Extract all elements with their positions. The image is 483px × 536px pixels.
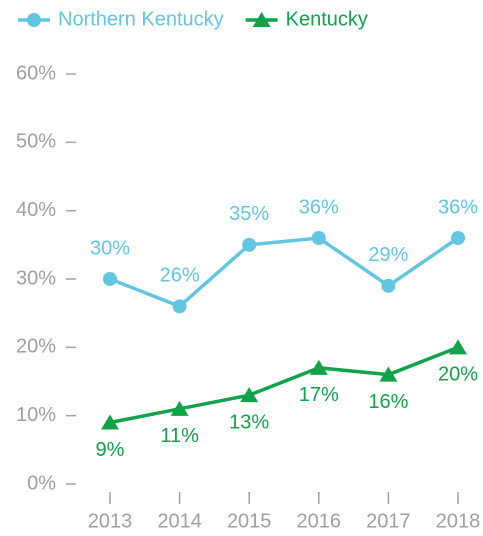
data-label: 9% xyxy=(96,439,125,461)
legend-marker xyxy=(27,13,41,27)
data-label: 30% xyxy=(90,237,130,259)
x-tick-label: 2017 xyxy=(366,510,411,532)
data-label: 16% xyxy=(368,391,408,413)
data-label: 35% xyxy=(229,203,269,225)
y-tick-label: 30% xyxy=(16,267,56,289)
y-tick-label: 60% xyxy=(16,62,56,84)
data-label: 26% xyxy=(160,265,200,287)
data-point xyxy=(379,366,398,382)
data-point xyxy=(242,237,257,252)
data-point xyxy=(451,231,465,245)
data-point xyxy=(172,299,187,314)
data-point xyxy=(309,359,328,375)
data-label: 36% xyxy=(299,196,339,218)
data-point xyxy=(170,400,189,416)
x-tick-label: 2016 xyxy=(297,510,342,532)
y-tick-label: 0% xyxy=(27,472,56,494)
y-tick-label: 40% xyxy=(16,199,56,221)
y-tick-label: 20% xyxy=(16,336,56,358)
series-line xyxy=(109,236,459,309)
x-tick-label: 2013 xyxy=(88,510,133,532)
legend-label: Northern Kentucky xyxy=(58,8,224,30)
data-point xyxy=(103,272,117,286)
data-label: 13% xyxy=(229,411,269,433)
data-point xyxy=(449,339,467,355)
data-label: 36% xyxy=(438,196,478,218)
data-label: 29% xyxy=(368,244,408,266)
data-label: 17% xyxy=(299,384,339,406)
data-label: 11% xyxy=(160,425,199,447)
legend-label: Kentucky xyxy=(286,8,368,30)
y-tick-label: 10% xyxy=(16,404,56,426)
x-tick-label: 2015 xyxy=(227,510,272,532)
x-tick-label: 2014 xyxy=(157,510,202,532)
data-point xyxy=(240,387,259,403)
y-tick-label: 50% xyxy=(16,131,56,153)
legend-marker xyxy=(252,12,271,27)
x-tick-label: 2018 xyxy=(436,510,481,532)
data-label: 20% xyxy=(438,364,478,386)
data-point xyxy=(101,414,119,430)
data-point xyxy=(311,231,326,245)
data-point xyxy=(381,278,396,293)
series-line xyxy=(109,345,459,425)
